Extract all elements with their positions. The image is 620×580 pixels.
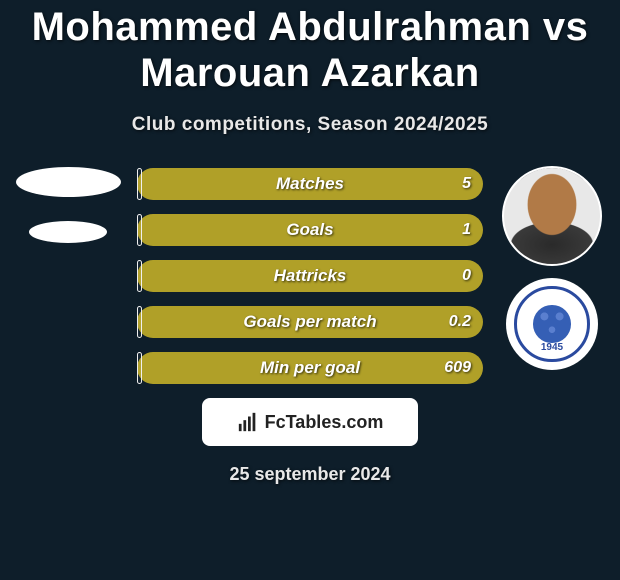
- stat-label: Goals per match: [243, 312, 376, 332]
- stat-value-right: 1: [462, 221, 471, 239]
- chart-icon: [237, 411, 259, 433]
- footer-date: 25 september 2024: [0, 464, 620, 485]
- stat-value-right: 0.2: [449, 313, 471, 331]
- brand-text: FcTables.com: [265, 412, 384, 433]
- page-title: Mohammed Abdulrahman vs Marouan Azarkan: [0, 4, 620, 96]
- bar-left-fill: [137, 260, 142, 292]
- stat-label: Min per goal: [260, 358, 360, 378]
- stat-row: Min per goal 609: [137, 352, 483, 384]
- stat-bars: Matches 5 Goals 1 Hattricks 0 Goals per match 0…: [137, 166, 483, 384]
- club-founding-year: 1945: [517, 342, 586, 353]
- stat-row: Goals per match 0.2: [137, 306, 483, 338]
- bar-left-fill: [137, 352, 142, 384]
- avatar-image: [504, 168, 600, 264]
- left-player-avatar-placeholder: [16, 167, 121, 197]
- club-logo-ball-icon: [533, 305, 570, 342]
- stat-row: Hattricks 0: [137, 260, 483, 292]
- club-logo-ring: 1945: [514, 286, 589, 361]
- brand-badge: FcTables.com: [202, 398, 418, 446]
- stat-label: Matches: [276, 174, 344, 194]
- stat-value-right: 0: [462, 267, 471, 285]
- stat-value-right: 609: [444, 359, 471, 377]
- right-player-club-logo: 1945: [506, 278, 598, 370]
- comparison-card: Mohammed Abdulrahman vs Marouan Azarkan …: [0, 0, 620, 580]
- bar-left-fill: [137, 214, 142, 246]
- stat-label: Hattricks: [274, 266, 347, 286]
- comparison-content: 1945 Matches 5 Goals 1 Hattricks 0 Goals per m…: [0, 166, 620, 384]
- bar-left-fill: [137, 306, 142, 338]
- left-player-column: [8, 166, 128, 243]
- stat-row: Goals 1: [137, 214, 483, 246]
- right-player-avatar: [502, 166, 602, 266]
- stat-value-right: 5: [462, 175, 471, 193]
- stat-label: Goals: [286, 220, 333, 240]
- right-player-column: 1945: [492, 166, 612, 370]
- bar-left-fill: [137, 168, 142, 200]
- stat-row: Matches 5: [137, 168, 483, 200]
- subtitle: Club competitions, Season 2024/2025: [0, 114, 620, 136]
- left-player-club-placeholder: [29, 221, 107, 243]
